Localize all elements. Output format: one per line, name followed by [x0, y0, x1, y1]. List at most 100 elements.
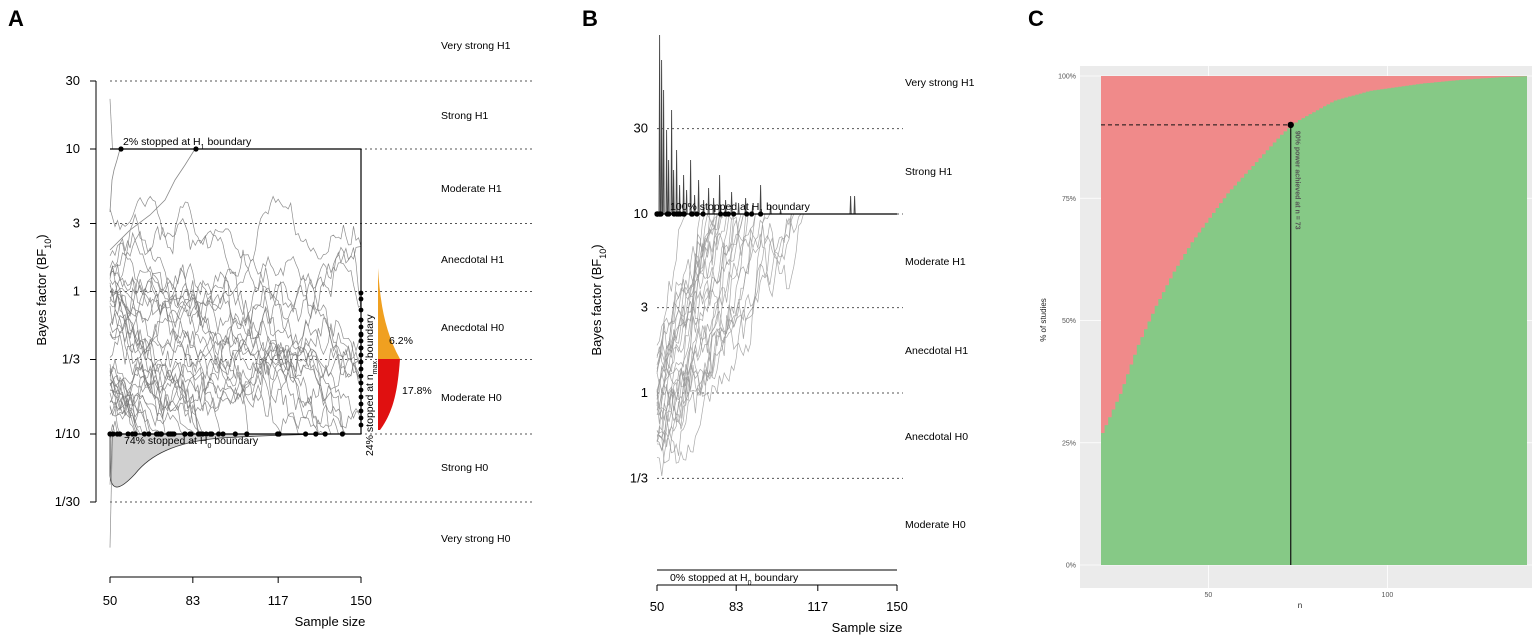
panel-b-y-axis-label: Bayes factor (BF10)	[589, 244, 608, 355]
panel-b-h1-annotation: 100% stopped at H1 boundary	[670, 201, 811, 216]
panel-c-x-tick-label: 100	[1382, 592, 1394, 599]
panel-a-simulation-path	[109, 397, 161, 435]
panel-b-simulation-path	[656, 213, 792, 444]
panel-a-simulation-path	[109, 400, 121, 435]
panel-b-x-tick-label: 117	[807, 599, 828, 614]
panel-label-b: B	[582, 6, 598, 31]
panel-c-x-tick-label: 50	[1205, 592, 1213, 599]
panel-b-evidence-zone-label: Anecdotal H0	[905, 431, 968, 443]
panel-b-simulation-path	[656, 213, 746, 456]
panel-b-simulation-path	[656, 213, 735, 452]
panel-a-nmax-stop-point	[358, 422, 364, 428]
panel-a-h0-stop-point	[171, 431, 177, 437]
panel-a-h0-stop-point	[110, 431, 116, 437]
panel-a-simulation-path	[109, 333, 362, 427]
panel-a-nmax-stop-point	[358, 359, 364, 365]
panel-b-simulation-path	[656, 213, 715, 397]
panel-a-h0-stop-point	[197, 431, 203, 437]
panel-a-nmax-stop-point	[358, 290, 364, 296]
panel-c-y-tick-label: 100%	[1058, 74, 1076, 81]
panel-a-y-tick-label: 30	[66, 73, 80, 88]
panel-a-y-tick-label: 1/10	[55, 426, 80, 441]
panel-a-simulation-path	[109, 98, 113, 150]
panel-b-h1-stop-point	[718, 211, 724, 217]
panel-b-h1-stop-point	[681, 211, 687, 217]
panel-a-nmax-stop-point	[358, 307, 364, 313]
panel-c-power-point	[1287, 121, 1294, 129]
panel-b-y-tick-label: 10	[634, 206, 648, 221]
panel-c-stopped-area	[1101, 76, 1527, 565]
panel-a-nmax-stop-point	[358, 373, 364, 379]
panel-b-h1-stop-point	[666, 211, 672, 217]
panel-a-simulation-path	[109, 379, 149, 435]
panel-a-simulation-path	[109, 433, 113, 485]
panel-a-nmax-stop-point	[358, 296, 364, 302]
panel-a-nmax-stop-point	[358, 366, 364, 372]
panel-a-simulation-path	[109, 246, 362, 327]
panel-a-simulation-path	[109, 322, 196, 435]
panel-b-simulation-path	[656, 213, 804, 412]
panel-b-simulation-path	[656, 213, 742, 411]
panel-a-simulation-path	[109, 195, 362, 380]
panel-a-h0-stop-point	[244, 431, 250, 437]
panel-b-h1-stop-point	[689, 211, 696, 217]
panel-a-evidence-zone-label: Anecdotal H1	[441, 254, 504, 266]
panel-a-nmax-stop-point	[358, 345, 364, 351]
panel-a-x-tick-label: 50	[103, 593, 117, 608]
panel-a-simulation-path	[109, 290, 201, 435]
panel-a-y-axis-label: Bayes factor (BF10)	[34, 234, 53, 345]
panel-a-nmax-annotation: 24% stopped at nmax boundary	[364, 314, 379, 456]
panel-a-simulation-path	[109, 433, 113, 548]
panel-a-y-tick-label: 3	[73, 216, 80, 231]
panel-a-nmax-stop-point	[358, 408, 364, 414]
panel-a-nmax-stop-point	[358, 331, 364, 337]
panel-b-simulation-path	[656, 213, 792, 421]
panel-a-nmax-stop-point	[358, 317, 364, 323]
panel-a-h0-stop-point	[232, 431, 238, 437]
panel-a-h0-stop-point	[275, 431, 281, 437]
panel-a-simulation-path	[109, 318, 362, 417]
panel-a-h1-stop-point	[118, 146, 124, 152]
panel-a-simulation-path	[109, 292, 362, 390]
panel-a-simulation-path	[109, 195, 362, 280]
panel-b-h1-stop-point	[657, 211, 664, 217]
panel-a-nmax-stop-point	[358, 401, 364, 407]
panel-c-chart: 0% 25% 50% 75% 100% 50 100 90% power achieved …	[1039, 66, 1532, 610]
panel-a-nmax-stop-point	[358, 380, 364, 386]
panel-a-h0-stop-point	[207, 431, 213, 437]
panel-a-moderate-h0-density	[378, 359, 400, 430]
panel-a-h1-annotation: 2% stopped at H1 boundary	[123, 136, 252, 151]
panel-a-simulation-path	[109, 364, 151, 435]
panel-a-nmax-stop-point	[358, 394, 364, 400]
panel-b-simulation-path	[656, 213, 720, 374]
panel-b-x-tick-label: 83	[729, 599, 743, 614]
panel-a-y-tick-label: 1/3	[62, 351, 80, 366]
panel-a-anecdotal-percent: 6.2%	[389, 335, 413, 347]
panel-a-simulation-path	[109, 252, 362, 420]
panel-a-simulation-path	[109, 370, 141, 435]
panel-b-h1-stop-point	[744, 211, 750, 217]
panel-c-y-axis-label: % of studies	[1039, 298, 1048, 342]
panel-a-evidence-zone-label: Moderate H0	[441, 392, 502, 404]
panel-b-h1-stop-point	[694, 211, 700, 217]
panel-b-h1-stop-point	[722, 211, 729, 217]
panel-a-h0-stop-point	[141, 431, 147, 437]
panel-a-x-tick-label: 83	[186, 593, 200, 608]
panel-b-evidence-zone-label: Moderate H0	[905, 519, 966, 531]
panel-a-h1-stop-point	[193, 146, 199, 152]
panel-b-h1-stop-point	[731, 211, 737, 217]
panel-a-nmax-stop-point	[358, 387, 364, 393]
panel-a-chart: 30 10 3 1 1/3 1/10 1/30 50 83 117 150 Very strong …	[34, 40, 534, 629]
panel-a-simulation-path	[109, 301, 184, 435]
panel-a-h0-stop-point	[129, 431, 136, 437]
panel-b-h1-stop-point	[700, 211, 706, 217]
panel-a-x-tick-label: 117	[268, 593, 289, 608]
panel-a-simulation-path	[109, 285, 201, 435]
panel-b-simulation-path	[656, 213, 756, 440]
panel-c-y-tick-label: 75%	[1062, 196, 1076, 203]
panel-a-h0-stop-point	[125, 431, 131, 437]
panel-a-h0-stop-point	[322, 431, 328, 437]
panel-a-evidence-zone-label: Strong H1	[441, 110, 488, 122]
panel-b-evidence-zone-label: Very strong H1	[905, 77, 975, 89]
